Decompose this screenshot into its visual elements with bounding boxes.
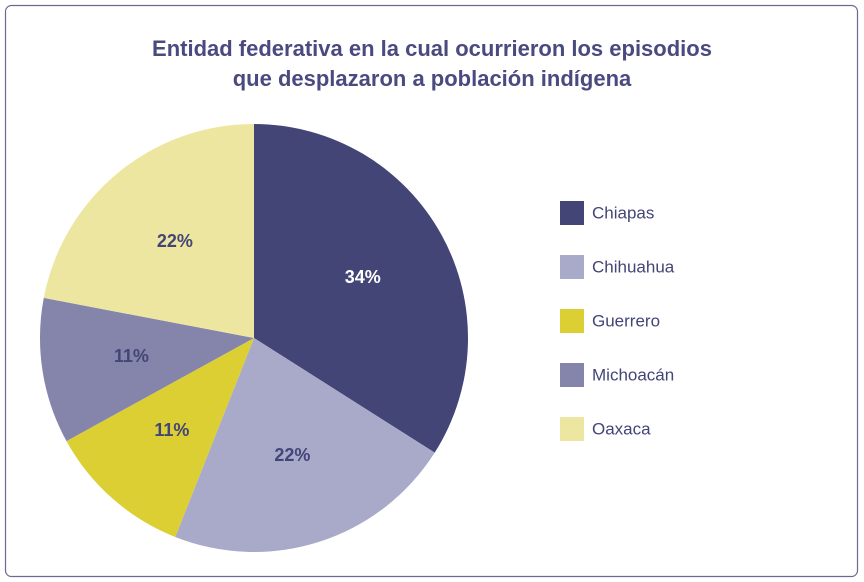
legend-label: Michoacán xyxy=(592,365,674,384)
legend-label: Chiapas xyxy=(592,203,654,222)
legend-swatch xyxy=(560,417,584,441)
legend-label: Guerrero xyxy=(592,311,660,330)
data-label: 11% xyxy=(154,420,189,440)
legend-swatch xyxy=(560,201,584,225)
legend-label: Chihuahua xyxy=(592,257,675,276)
data-label: 11% xyxy=(114,346,149,366)
pie-slice xyxy=(175,338,435,552)
data-label: 22% xyxy=(274,445,310,465)
legend-swatch xyxy=(560,309,584,333)
pie-slice xyxy=(66,338,254,537)
pie-slice xyxy=(254,124,469,453)
legend-label: Oaxaca xyxy=(592,419,651,438)
chart-title: que desplazaron a población indígena xyxy=(233,66,632,91)
legend-swatch xyxy=(560,363,584,387)
data-label: 22% xyxy=(157,231,193,251)
frame xyxy=(4,4,859,578)
pie-slice xyxy=(43,124,254,338)
legend-swatch xyxy=(560,255,584,279)
data-label: 34% xyxy=(345,267,381,287)
chart-title: Entidad federativa en la cual ocurrieron… xyxy=(152,36,712,61)
pie-slice xyxy=(40,297,254,442)
